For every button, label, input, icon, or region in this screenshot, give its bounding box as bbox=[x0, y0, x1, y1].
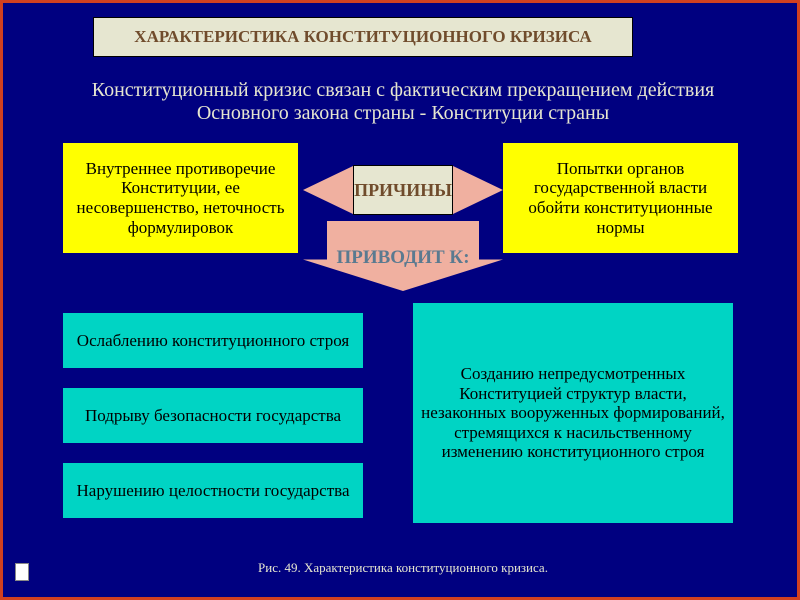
figure-caption: Рис. 49. Характеристика конституционного… bbox=[203, 558, 603, 578]
result-left-2: Подрыву безопасности государства bbox=[63, 388, 363, 443]
cause-left-box: Внутреннее противоречие Конституции, ее … bbox=[63, 143, 298, 253]
result-left-1: Ослаблению конституционного строя bbox=[63, 313, 363, 368]
result-left-3: Нарушению целостности государства bbox=[63, 463, 363, 518]
center-causes-label: ПРИЧИНЫ bbox=[353, 165, 453, 215]
page-icon bbox=[15, 563, 29, 581]
title-box: ХАРАКТЕРИСТИКА КОНСТИТУЦИОННОГО КРИЗИСА bbox=[93, 17, 633, 57]
left-arrow-shape bbox=[303, 166, 353, 214]
result-right: Созданию непредусмотренных Конституцией … bbox=[413, 303, 733, 523]
leads-to-label: ПРИВОДИТ К: bbox=[313, 233, 493, 283]
right-arrow-shape bbox=[453, 166, 503, 214]
cause-right-box: Попытки органов государственной власти о… bbox=[503, 143, 738, 253]
subtitle-text: Конституционный кризис связан с фактичес… bbox=[73, 65, 733, 139]
